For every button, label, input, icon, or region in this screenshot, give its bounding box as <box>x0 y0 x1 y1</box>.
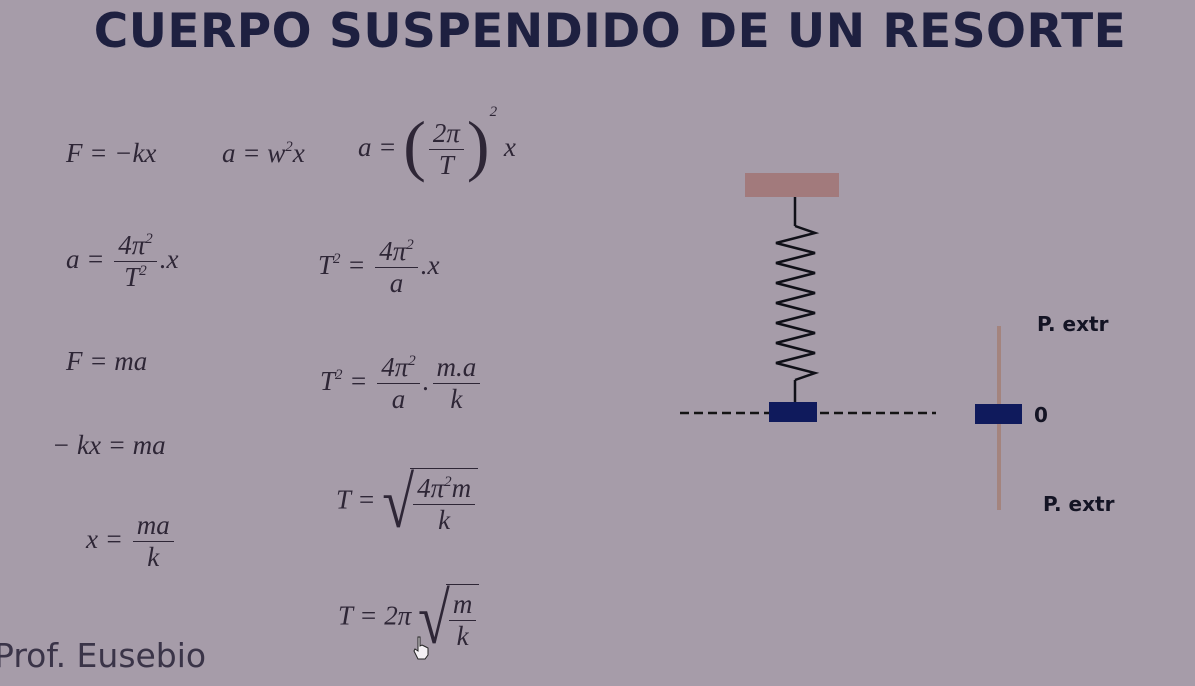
formula-equilibrium: − kx = ma <box>52 430 166 460</box>
spring-coil <box>775 224 820 382</box>
formula-accel-period: a = (2π T)2 x <box>358 104 516 184</box>
hand-cursor-icon <box>413 636 429 660</box>
formula-displacement: x = ma k <box>86 510 177 573</box>
bottom-extreme-label: P. extr <box>1043 492 1115 516</box>
formula-period-squared-ma: T2 = 4π2 a. m.a k <box>320 352 483 415</box>
zero-label: 0 <box>1034 403 1048 427</box>
formula-newton: F = ma <box>66 346 148 376</box>
formula-hooke: F = −kx <box>66 138 157 168</box>
formula-accel-omega: a = w2x <box>222 138 305 168</box>
ceiling-support <box>745 173 839 197</box>
hanging-mass <box>769 402 817 422</box>
oscillating-mass <box>975 404 1022 424</box>
page-title: CUERPO SUSPENDIDO DE UN RESORTE <box>93 4 1127 59</box>
formula-accel-4pi: a = 4π2 T2 .x <box>66 230 179 293</box>
formula-period-squared-a: T2 = 4π2 a .x <box>318 236 440 299</box>
fraction: 2π T <box>428 118 464 181</box>
formula-period-root-4pi: T = √ 4π2m k <box>336 461 479 543</box>
top-extreme-label: P. extr <box>1037 312 1109 336</box>
author-signature: Prof. Eusebio <box>0 636 207 675</box>
